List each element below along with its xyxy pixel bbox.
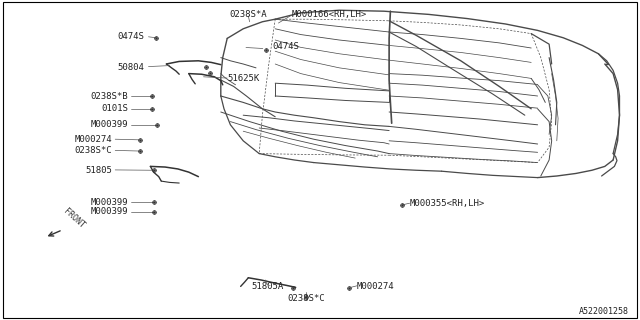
Text: 51805A: 51805A — [252, 282, 284, 291]
Text: 0474S: 0474S — [272, 42, 299, 51]
Text: 51625K: 51625K — [227, 74, 259, 83]
Text: 0474S: 0474S — [117, 32, 144, 41]
Text: FRONT: FRONT — [61, 207, 86, 230]
Text: M000399: M000399 — [90, 120, 128, 129]
Text: 50804: 50804 — [117, 63, 144, 72]
Text: M000399: M000399 — [90, 198, 128, 207]
Text: 0238S*C: 0238S*C — [74, 146, 112, 155]
Text: A522001258: A522001258 — [579, 308, 628, 316]
Text: 0101S: 0101S — [101, 104, 128, 113]
Text: 0238S*C: 0238S*C — [287, 294, 324, 303]
Text: M000355<RH,LH>: M000355<RH,LH> — [410, 199, 485, 208]
Text: 51805: 51805 — [85, 166, 112, 175]
Text: M000399: M000399 — [90, 207, 128, 216]
Text: 0238S*B: 0238S*B — [90, 92, 128, 100]
Text: M000166<RH,LH>: M000166<RH,LH> — [291, 10, 367, 19]
Text: M000274: M000274 — [357, 282, 395, 291]
Text: M000274: M000274 — [74, 135, 112, 144]
Text: 0238S*A: 0238S*A — [230, 10, 267, 19]
